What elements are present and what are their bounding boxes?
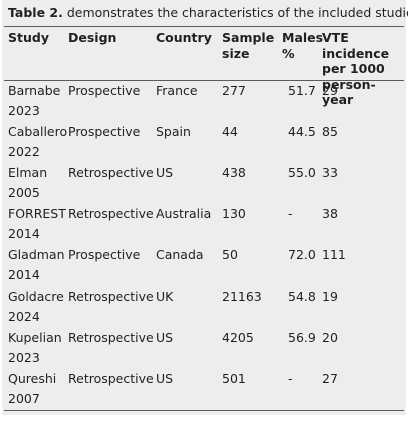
cell-sample-size: 50 [222,247,238,263]
cell-vte-incidence: 27 [322,370,338,386]
cell-design: Retrospective [68,165,154,181]
cell-study-year: 2022 [8,144,40,160]
cell-study-name: Caballero [8,124,68,140]
cell-males: 54.8 [288,288,316,304]
cell-country: UK [156,288,174,304]
cell-country: Canada [156,247,204,263]
cell-vte-incidence: 20 [322,329,338,345]
cell-design: Prospective [68,247,141,263]
cell-study-year: 2005 [8,185,40,201]
header-country: Country [156,30,212,45]
cell-study-name: Goldacre [8,288,64,304]
cell-sample-size: 438 [222,165,246,181]
cell-country: US [156,329,174,345]
cell-sample-size: 4205 [222,329,254,345]
cell-study-name: Gladman [8,247,65,263]
cell-study-year: 2014 [8,226,40,242]
cell-study-year: 2007 [8,390,40,406]
cell-country: France [156,83,198,98]
cell-vte-incidence: 85 [322,124,338,140]
cell-study-year: 2023 [8,103,40,118]
cell-vte-incidence: 29 [322,83,338,98]
header-design: Design [68,30,117,45]
cell-vte-incidence: 111 [322,247,346,263]
cell-sample-size: 21163 [222,288,262,304]
cell-males: 44.5 [288,124,316,140]
cell-study-year: 2024 [8,308,40,324]
cell-study-name: Barnabe [8,83,61,98]
table-row: Elman 2005 Retrospective US 438 55.0 33 [2,163,406,204]
table-caption: Table 2. demonstrates the characteristic… [8,5,408,20]
top-rule [4,26,404,27]
cell-study-name: FORREST [8,206,66,222]
cell-sample-size: 501 [222,370,246,386]
table-row: Caballero 2022 Prospective Spain 44 44.5 85 [2,122,406,163]
cell-study-name: Kupelian [8,329,62,345]
table-row: Barnabe 2023 Prospective France 277 51.7 29 [2,81,406,122]
cell-design: Retrospective [68,288,154,304]
cell-males: 72.0 [288,247,316,263]
cell-males: - [288,206,293,222]
header-males: Males % [282,30,324,61]
cell-vte-incidence: 33 [322,165,338,181]
cell-study-name: Elman [8,165,48,181]
cell-design: Prospective [68,83,141,98]
cell-sample-size: 130 [222,206,246,222]
cell-males: 55.0 [288,165,316,181]
cell-study-year: 2014 [8,267,40,283]
cell-country: US [156,370,174,386]
table-row: Goldacre 2024 Retrospective UK 21163 54.8 19 [2,287,406,328]
cell-design: Prospective [68,124,141,140]
header-rule [4,80,404,81]
table-row: Kupelian 2023 Retrospective US 4205 56.9 20 [2,328,406,369]
table-row: FORREST 2014 Retrospective Australia 130 - 38 [2,204,406,245]
table-caption-text: demonstrates the characteristics of the … [62,5,408,20]
cell-sample-size: 44 [222,124,238,140]
cell-country: US [156,165,174,181]
header-sample-size: Sample size [222,30,275,61]
cell-country: Spain [156,124,191,140]
table-row: Gladman 2014 Prospective Canada 50 72.0 111 [2,245,406,286]
cell-design: Retrospective [68,206,154,222]
cell-males: 56.9 [288,329,316,345]
cell-males: 51.7 [288,83,316,98]
cell-males: - [288,370,293,386]
table-row: Qureshi 2007 Retrospective US 501 - 27 [2,369,406,410]
cell-design: Retrospective [68,329,154,345]
cell-country: Australia [156,206,212,222]
cell-vte-incidence: 38 [322,206,338,222]
bottom-rule [4,410,404,411]
cell-design: Retrospective [68,370,154,386]
cell-study-name: Qureshi [8,370,57,386]
header-study: Study [8,30,49,45]
cell-sample-size: 277 [222,83,246,98]
cell-study-year: 2023 [8,349,40,365]
table-caption-label: Table 2. [8,5,63,20]
cell-vte-incidence: 19 [322,288,338,304]
